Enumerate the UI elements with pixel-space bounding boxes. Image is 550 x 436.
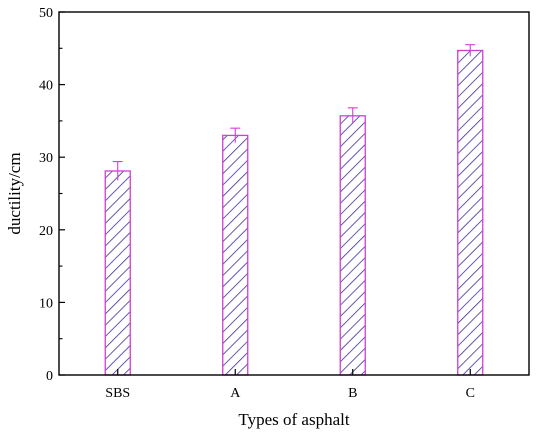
x-tick-label: SBS <box>105 386 130 401</box>
y-tick-label: 10 <box>39 296 53 311</box>
y-tick-label: 30 <box>39 151 53 166</box>
x-axis-label: Types of asphalt <box>238 410 349 429</box>
y-tick-label: 40 <box>39 79 53 94</box>
error-bar-sbs <box>112 161 123 181</box>
x-tick-label: C <box>466 386 475 401</box>
bars <box>104 44 484 376</box>
error-bar-b <box>347 107 358 124</box>
ticks: 0 10 20 30 40 50 SBS A B C <box>39 6 475 401</box>
error-bar-c <box>465 44 476 57</box>
x-tick-label: B <box>348 386 357 401</box>
bar-c <box>457 49 484 376</box>
y-tick-label: 20 <box>39 224 53 239</box>
y-axis-label: ductility/cm <box>5 152 24 234</box>
bar-a <box>222 134 249 376</box>
y-tick-label: 0 <box>46 369 53 384</box>
bar-sbs <box>104 170 131 376</box>
error-bar-a <box>230 127 241 143</box>
x-tick-label: A <box>230 386 241 401</box>
y-tick-label: 50 <box>39 6 53 21</box>
bar-b <box>339 115 366 376</box>
